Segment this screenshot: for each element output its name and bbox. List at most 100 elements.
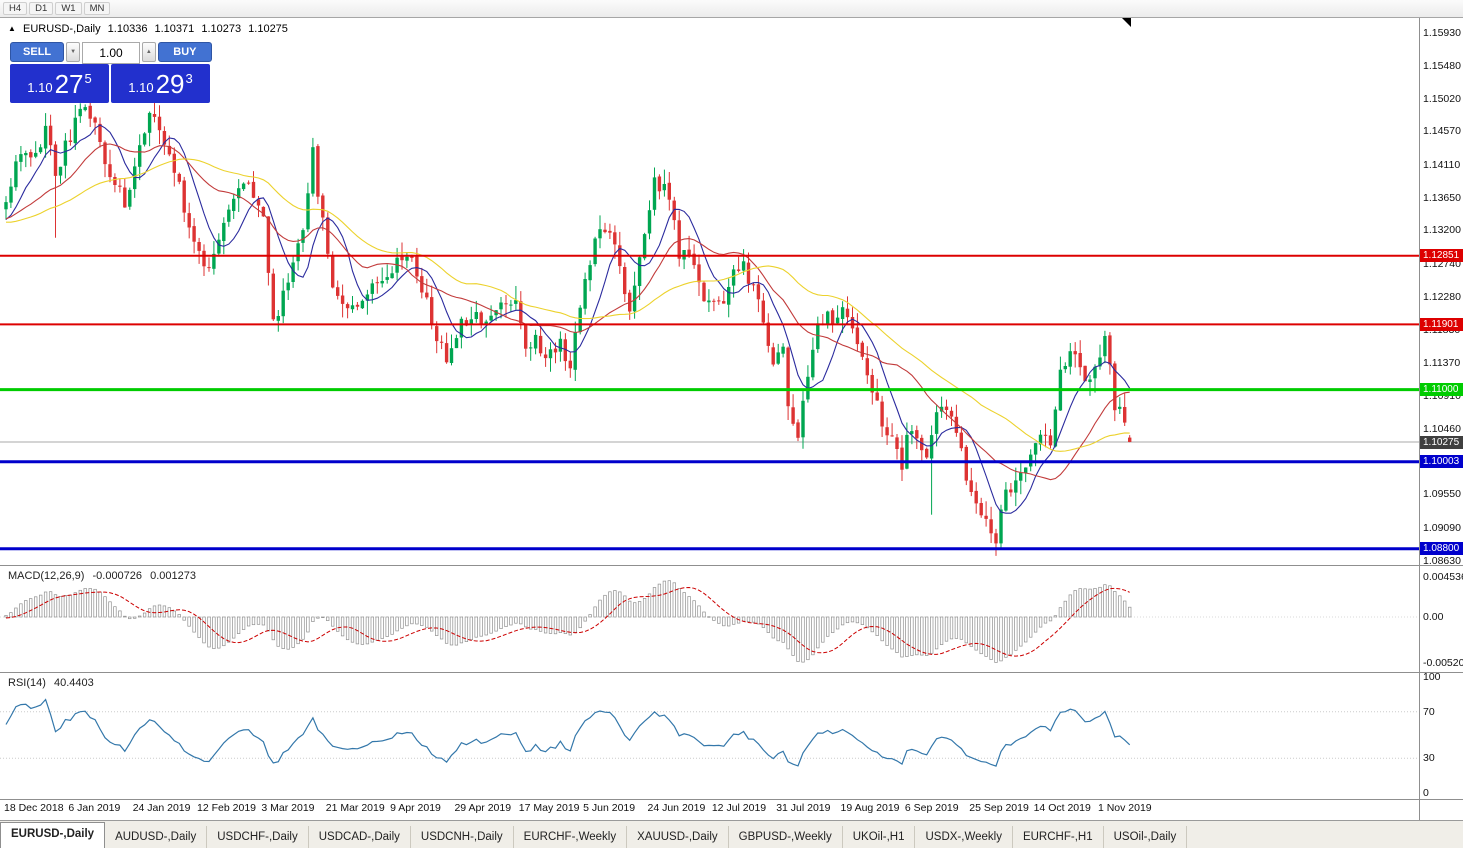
date-axis-label: 3 Mar 2019 — [261, 802, 315, 814]
date-axis-label: 29 Apr 2019 — [454, 802, 512, 814]
price-axis-label: 1.15020 — [1423, 92, 1461, 105]
hline-price-label: 1.11000 — [1420, 383, 1463, 397]
sell-button[interactable]: SELL — [10, 42, 65, 62]
ask-price-button[interactable]: 1.10 29 3 — [111, 64, 210, 103]
collapse-panel-icon[interactable]: ▲ — [8, 24, 16, 33]
date-axis-label: 21 Mar 2019 — [325, 802, 385, 814]
chart-tabs-bar: EURUSD-,Daily AUDUSD-,Daily USDCHF-,Daily U… — [0, 820, 1463, 848]
date-axis-label: 12 Feb 2019 — [197, 802, 257, 814]
chart-tab-usdcad-daily[interactable]: USDCAD-,Daily — [309, 826, 411, 848]
panel-separator[interactable] — [0, 565, 1463, 566]
price-axis-label: 1.14110 — [1423, 158, 1461, 171]
volume-increase-button[interactable]: ▲ — [142, 42, 156, 62]
open-value: 1.10336 — [107, 23, 148, 35]
price-axis-label: 1.13200 — [1423, 224, 1461, 237]
price-chart-canvas[interactable] — [0, 17, 1419, 565]
price-axis-label: 1.08630 — [1423, 555, 1461, 567]
price-axis-label: 1.10460 — [1423, 422, 1461, 435]
bid-pipette: 5 — [84, 70, 92, 86]
quote-panel: 1.10 27 5 1.10 29 3 — [10, 64, 212, 103]
price-axis-label: 1.12280 — [1423, 291, 1461, 303]
date-axis-label: 14 Oct 2019 — [1033, 802, 1091, 814]
rsi-axis-label: 70 — [1423, 705, 1435, 718]
price-axis-label: 1.13650 — [1423, 191, 1461, 204]
bid-big-digits: 27 — [54, 68, 84, 99]
panel-separator[interactable] — [0, 799, 1463, 800]
chart-tab-eurusd-daily[interactable]: EURUSD-,Daily — [0, 822, 106, 848]
timeframe-button-mn[interactable]: MN — [83, 2, 111, 15]
panel-separator[interactable] — [0, 672, 1463, 673]
rsi-name: RSI(14) — [8, 677, 46, 689]
chart-tab-eurchf-weekly[interactable]: EURCHF-,Weekly — [514, 826, 628, 848]
bid-price-button[interactable]: 1.10 27 5 — [10, 64, 109, 103]
date-axis-label: 9 Apr 2019 — [390, 802, 441, 814]
date-axis-label: 6 Jan 2019 — [68, 802, 121, 814]
macd-main-value: -0.000726 — [92, 570, 143, 582]
chart-tab-usoil-daily[interactable]: USOil-,Daily — [1104, 826, 1188, 848]
chart-tab-xauusd-daily[interactable]: XAUUSD-,Daily — [627, 826, 729, 848]
chart-tab-eurchf-h1[interactable]: EURCHF-,H1 — [1013, 826, 1104, 848]
date-axis-label: 6 Sep 2019 — [904, 802, 959, 814]
macd-label: MACD(12,26,9) -0.000726 0.001273 — [8, 570, 201, 582]
price-axis-label: 1.09090 — [1423, 521, 1461, 534]
bid-prefix: 1.10 — [27, 79, 53, 95]
chart-tab-usdx-weekly[interactable]: USDX-,Weekly — [915, 826, 1013, 848]
rsi-canvas[interactable] — [0, 673, 1419, 799]
date-axis-label: 18 Dec 2018 — [4, 802, 64, 814]
timeframe-button-h4[interactable]: H4 — [3, 2, 28, 15]
hline-price-label: 1.10003 — [1420, 455, 1463, 469]
ask-prefix: 1.10 — [128, 79, 154, 95]
timeframe-button-w1[interactable]: W1 — [55, 2, 82, 15]
symbol-period-label: EURUSD-,Daily — [22, 23, 101, 35]
axis-divider — [1419, 17, 1420, 820]
date-axis-label: 17 May 2019 — [518, 802, 580, 814]
price-axis-label: 1.15930 — [1423, 27, 1461, 39]
rsi-label: RSI(14) 40.4403 — [8, 677, 99, 689]
ask-big-digits: 29 — [155, 68, 185, 99]
timeframe-toolbar: H4 D1 W1 MN — [0, 0, 1463, 18]
chart-tab-audusd-daily[interactable]: AUDUSD-,Daily — [105, 826, 208, 848]
timeframe-button-d1[interactable]: D1 — [29, 2, 54, 15]
price-axis-label: 1.15480 — [1423, 59, 1461, 72]
one-click-trading-panel: SELL ▼ ▲ BUY 1.10 27 5 1.10 29 3 — [10, 42, 212, 103]
rsi-axis-label: 0 — [1423, 787, 1429, 799]
date-axis-label: 12 Jul 2019 — [711, 802, 767, 814]
macd-canvas[interactable] — [0, 566, 1419, 672]
date-axis-label: 19 Aug 2019 — [840, 802, 900, 814]
volume-decrease-button[interactable]: ▼ — [66, 42, 80, 62]
macd-axis-label: -0.005205 — [1423, 656, 1463, 669]
rsi-axis-label: 100 — [1423, 671, 1441, 683]
price-axis-label: 1.11370 — [1423, 356, 1461, 369]
date-axis-label: 25 Sep 2019 — [969, 802, 1029, 814]
buy-button[interactable]: BUY — [157, 42, 212, 62]
rsi-axis-label: 30 — [1423, 752, 1435, 765]
price-axis-label: 1.14570 — [1423, 125, 1461, 138]
hline-price-label: 1.08800 — [1420, 542, 1463, 556]
macd-name: MACD(12,26,9) — [8, 570, 85, 582]
date-axis-label: 1 Nov 2019 — [1097, 802, 1152, 814]
chart-tab-usdchf-daily[interactable]: USDCHF-,Daily — [207, 826, 309, 848]
hline-price-label: 1.12851 — [1420, 249, 1463, 263]
ask-pipette: 3 — [185, 70, 193, 86]
date-axis-label: 31 Jul 2019 — [776, 802, 831, 814]
price-axis-label: 1.09550 — [1423, 488, 1461, 501]
date-axis-label: 24 Jan 2019 — [132, 802, 191, 814]
chart-tab-gbpusd-weekly[interactable]: GBPUSD-,Weekly — [729, 826, 843, 848]
macd-axis-label: 0.004536 — [1423, 571, 1463, 584]
hline-price-label: 1.11901 — [1420, 317, 1463, 331]
current-price-label: 1.10275 — [1420, 435, 1463, 449]
chart-ohlc-header: ▲ EURUSD-,Daily 1.10336 1.10371 1.10273 … — [8, 23, 292, 35]
rsi-value: 40.4403 — [53, 677, 94, 689]
chart-tab-ukoil-h1[interactable]: UKOil-,H1 — [843, 826, 916, 848]
date-axis-label: 24 Jun 2019 — [647, 802, 706, 814]
chart-tab-usdcnh-daily[interactable]: USDCNH-,Daily — [411, 826, 514, 848]
low-value: 1.10273 — [201, 23, 242, 35]
close-value: 1.10275 — [248, 23, 288, 35]
date-axis-label: 5 Jun 2019 — [583, 802, 636, 814]
macd-signal-value: 0.001273 — [150, 570, 196, 582]
volume-input[interactable] — [82, 42, 140, 64]
high-value: 1.10371 — [154, 23, 195, 35]
macd-axis-label: 0.00 — [1423, 611, 1444, 623]
chart-shift-marker-icon[interactable] — [1122, 18, 1131, 27]
